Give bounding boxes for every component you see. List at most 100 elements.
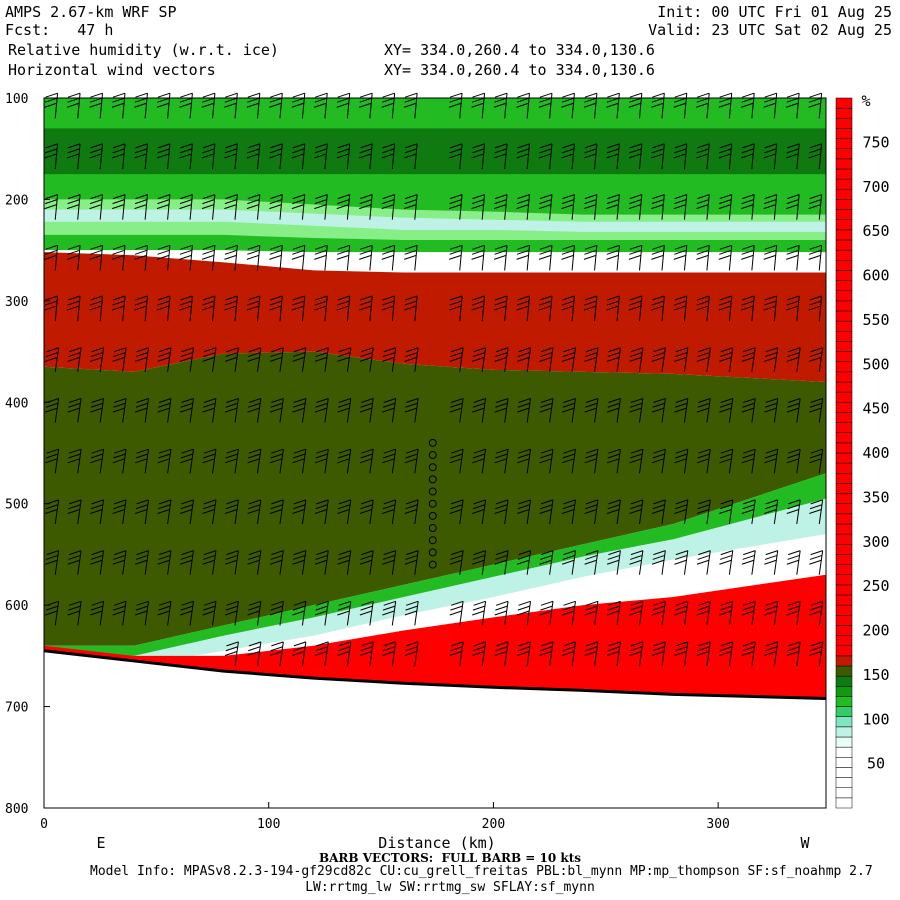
wind-barb bbox=[269, 92, 283, 119]
wind-barb bbox=[584, 550, 599, 575]
wind-barb bbox=[764, 499, 779, 525]
wind-barb bbox=[336, 295, 351, 322]
wind-barb bbox=[651, 600, 666, 626]
wind-barb bbox=[67, 347, 82, 372]
wind-barb bbox=[246, 92, 261, 119]
wind-barb bbox=[157, 397, 172, 423]
wind-barb bbox=[561, 194, 575, 220]
wind-barb bbox=[629, 600, 644, 626]
wind-barb bbox=[696, 641, 711, 667]
humidity-layer-mid-dry-layer bbox=[44, 351, 826, 646]
colorbar-swatch bbox=[835, 168, 853, 180]
colorbar-label: 250 bbox=[862, 577, 889, 595]
colorbar-swatch bbox=[835, 219, 853, 231]
wind-barb bbox=[494, 499, 509, 525]
wind-barb bbox=[628, 194, 643, 220]
wind-barb bbox=[719, 499, 734, 525]
wind-barb bbox=[90, 550, 105, 575]
colorbar-swatch bbox=[835, 422, 853, 433]
wind-barb bbox=[719, 347, 734, 372]
wind-barb bbox=[89, 295, 104, 322]
wind-barb bbox=[179, 499, 194, 525]
wind-barb bbox=[786, 641, 801, 667]
wind-barb bbox=[494, 600, 509, 626]
wind-barb bbox=[359, 448, 374, 474]
wind-barb bbox=[201, 244, 216, 271]
wind-barb bbox=[448, 244, 463, 271]
wind-barb bbox=[336, 92, 351, 119]
wind-barb bbox=[337, 397, 352, 423]
colorbar-swatch bbox=[835, 706, 853, 717]
wind-barb bbox=[494, 448, 509, 474]
wind-barb bbox=[606, 244, 620, 271]
model-info: Model Info: MPASv8.2.3-194-gf29cd82c CU:… bbox=[90, 864, 873, 879]
wind-barb bbox=[696, 295, 710, 322]
y-tick-label: 500 bbox=[5, 498, 28, 513]
wind-barb bbox=[44, 143, 59, 170]
wind-barb bbox=[224, 448, 239, 474]
wind-barb bbox=[224, 347, 239, 372]
wind-barb bbox=[449, 641, 464, 667]
colorbar-swatch bbox=[835, 209, 853, 220]
wind-barb bbox=[786, 397, 801, 423]
colorbar-swatch bbox=[835, 351, 853, 362]
colorbar-label: 350 bbox=[862, 488, 889, 506]
wind-barb bbox=[404, 295, 418, 322]
wind-barb bbox=[202, 397, 217, 423]
colorbar-label: 600 bbox=[862, 267, 889, 285]
wind-barb bbox=[179, 397, 194, 423]
wind-barb bbox=[291, 244, 306, 271]
wind-barb bbox=[404, 600, 419, 626]
wind-barb bbox=[696, 244, 710, 271]
colorbar-swatch bbox=[835, 503, 853, 515]
colorbar-swatch bbox=[835, 797, 853, 809]
wind-barb bbox=[44, 244, 59, 271]
wind-barb bbox=[629, 347, 644, 372]
x-tick-label: 300 bbox=[706, 817, 729, 832]
wind-barb bbox=[111, 143, 126, 170]
wind-barb bbox=[292, 641, 307, 667]
wind-barb bbox=[808, 244, 823, 271]
terrain-mask bbox=[44, 650, 826, 808]
wind-barb bbox=[651, 194, 665, 220]
wind-barb bbox=[719, 641, 734, 667]
wind-barb bbox=[201, 143, 216, 170]
wind-barb bbox=[786, 550, 801, 575]
calm-wind-circle bbox=[428, 451, 437, 460]
colorbar-swatch bbox=[835, 554, 853, 565]
wind-barb bbox=[66, 194, 81, 220]
wind-barb bbox=[337, 448, 352, 474]
wind-barb bbox=[157, 550, 172, 575]
colorbar-swatch bbox=[835, 331, 853, 342]
wind-barb bbox=[314, 295, 328, 322]
wind-barb bbox=[741, 499, 756, 525]
colorbar-swatch bbox=[835, 675, 853, 687]
wind-barb bbox=[202, 347, 217, 372]
wind-barb bbox=[809, 499, 824, 525]
wind-barb bbox=[718, 92, 733, 119]
colorbar-swatch bbox=[835, 300, 853, 312]
wind-barb bbox=[808, 295, 823, 322]
wind-barb bbox=[359, 397, 374, 423]
colorbar-swatch bbox=[835, 757, 853, 768]
wind-barb bbox=[291, 295, 306, 322]
colorbar-swatch bbox=[835, 483, 853, 494]
wind-barb bbox=[786, 92, 800, 119]
wind-barb bbox=[561, 143, 575, 170]
calm-wind-circle bbox=[428, 560, 437, 569]
wind-barb bbox=[719, 600, 734, 626]
wind-barb bbox=[516, 143, 530, 170]
valid-time: Valid: 23 UTC Sat 02 Aug 25 bbox=[648, 21, 892, 39]
wind-barb bbox=[66, 143, 81, 170]
wind-barb bbox=[449, 347, 464, 372]
wind-barb bbox=[628, 295, 643, 322]
wind-barb-layer bbox=[44, 92, 824, 667]
wind-barb bbox=[741, 244, 755, 271]
wind-barb bbox=[718, 295, 733, 322]
calm-wind-circle bbox=[428, 438, 437, 447]
wind-barb bbox=[517, 347, 532, 372]
wind-barb bbox=[696, 194, 710, 220]
x-tick-label: 200 bbox=[482, 817, 505, 832]
wind-barb bbox=[741, 448, 756, 474]
wind-barb bbox=[449, 600, 464, 626]
